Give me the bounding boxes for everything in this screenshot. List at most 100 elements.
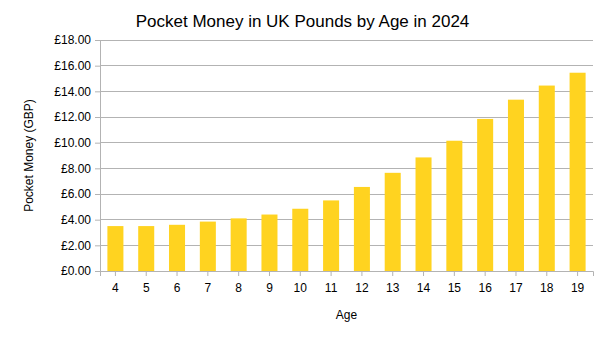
tick-label: 10: [294, 281, 308, 295]
tick: 16: [478, 271, 492, 295]
tick-label: £0.00: [61, 264, 91, 278]
tick-mark: [454, 271, 455, 276]
tick-label: 13: [386, 281, 400, 295]
tick-mark: [177, 271, 178, 276]
bar: [570, 73, 586, 271]
tick-mark: [331, 271, 332, 276]
tick-label: £6.00: [61, 187, 91, 201]
tick-label: 18: [540, 281, 554, 295]
tick-label: 19: [571, 281, 585, 295]
bar: [231, 218, 247, 271]
bar: [200, 222, 216, 271]
tick: £0.00: [61, 264, 100, 278]
tick: £8.00: [61, 162, 100, 176]
tick-label: £14.00: [54, 85, 91, 99]
tick: £10.00: [54, 136, 100, 150]
axis-line: [101, 272, 594, 277]
chart: £0.00 £2.00 £4.00 £6.00 £8.00 £10.00 £12.00 £14…: [0, 0, 605, 340]
tick-label: £2.00: [61, 239, 91, 253]
tick: 14: [417, 271, 431, 295]
bar: [292, 209, 308, 271]
tick: 6: [174, 271, 181, 295]
tick-mark: [146, 271, 147, 276]
grid-line: [100, 91, 593, 92]
tick: £14.00: [54, 85, 100, 99]
grid-line: [100, 40, 593, 41]
tick-mark: [95, 66, 100, 67]
y-axis-title: Pocket Money (GBP): [22, 99, 36, 212]
tick: £4.00: [61, 213, 100, 227]
tick-mark: [392, 271, 393, 276]
tick-mark: [95, 40, 100, 41]
tick-label: £4.00: [61, 213, 91, 227]
x-axis: 4 5 6 7 8 9 10 11 12 13 14 15 16 17 18 19: [101, 271, 594, 295]
tick-label: 12: [355, 281, 369, 295]
tick-label: 11: [325, 281, 338, 295]
tick-mark: [95, 245, 100, 246]
bar: [138, 226, 154, 271]
tick: £2.00: [61, 239, 100, 253]
tick-mark: [238, 271, 239, 276]
x-axis-title: Age: [336, 308, 358, 322]
tick-mark: [485, 271, 486, 276]
tick-label: 7: [205, 281, 212, 295]
tick-label: £12.00: [54, 110, 91, 124]
tick-mark: [95, 168, 100, 169]
tick: 4: [112, 271, 119, 295]
tick: 13: [386, 271, 400, 295]
tick: 10: [294, 271, 308, 295]
tick-mark: [95, 194, 100, 195]
tick-mark: [95, 143, 100, 144]
bar: [169, 225, 185, 271]
tick-label: 9: [266, 281, 273, 295]
bar: [477, 119, 493, 271]
bar: [416, 157, 432, 271]
tick-label: £10.00: [54, 136, 91, 150]
tick: 17: [509, 271, 523, 295]
tick-mark: [269, 271, 270, 276]
tick-mark: [95, 91, 100, 92]
tick: 8: [235, 271, 242, 295]
background: [0, 0, 605, 340]
tick-mark: [423, 271, 424, 276]
bars: [107, 73, 585, 271]
tick: 19: [571, 271, 585, 295]
title: Pocket Money in UK Pounds by Age in 2024: [136, 12, 470, 31]
tick-mark: [546, 271, 547, 276]
tick: £6.00: [61, 187, 100, 201]
tick-mark: [115, 271, 116, 276]
tick-label: 4: [112, 281, 119, 295]
grid-line: [100, 65, 593, 66]
axis-line: [95, 41, 101, 272]
tick-mark: [361, 271, 362, 276]
tick: £12.00: [54, 110, 100, 124]
tick: 9: [266, 271, 273, 295]
tick-mark: [95, 220, 100, 221]
bar: [107, 226, 123, 271]
tick: 12: [355, 271, 369, 295]
bar: [323, 200, 339, 271]
tick-label: £18.00: [54, 33, 91, 47]
bar: [446, 141, 462, 271]
tick-label: £8.00: [61, 162, 91, 176]
tick: £18.00: [54, 33, 100, 47]
tick-mark: [300, 271, 301, 276]
tick: 15: [448, 271, 462, 295]
bar: [385, 173, 401, 271]
tick-label: 16: [478, 281, 492, 295]
tick-mark: [95, 271, 100, 272]
bar: [539, 86, 555, 271]
bar: [354, 187, 370, 271]
tick-mark: [515, 271, 516, 276]
tick: £16.00: [54, 59, 100, 73]
grid: [100, 40, 593, 271]
tick-label: 17: [509, 281, 523, 295]
y-axis: £0.00 £2.00 £4.00 £6.00 £8.00 £10.00 £12.00 £14…: [54, 33, 100, 278]
tick-label: 6: [174, 281, 181, 295]
tick-mark: [577, 271, 578, 276]
tick: 5: [143, 271, 150, 295]
bar: [261, 215, 277, 271]
bar: [508, 100, 524, 271]
tick-label: 8: [235, 281, 242, 295]
tick-mark: [95, 117, 100, 118]
